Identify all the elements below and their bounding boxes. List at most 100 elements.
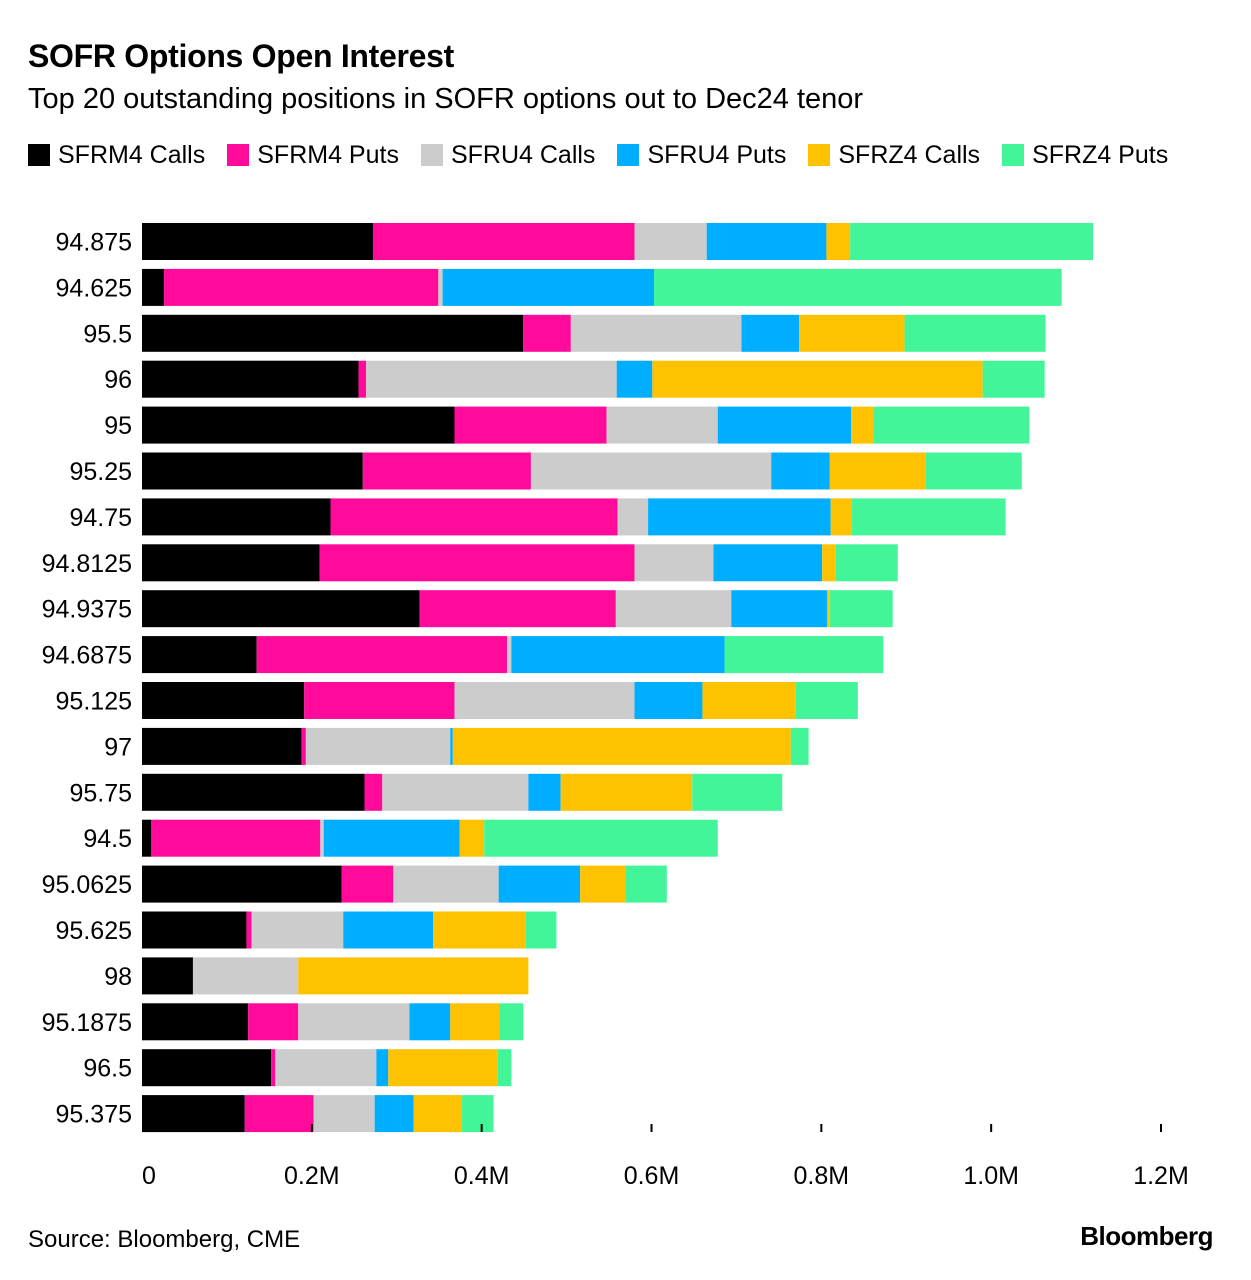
bar-row-94-5 [142, 819, 718, 857]
bar-segment-sfrz4-puts [851, 498, 1006, 536]
bar-segment-sfrz4-puts [654, 268, 1062, 306]
legend-item-sfrm4-calls: SFRM4 Calls [28, 140, 206, 169]
bar-row-94-625 [142, 268, 1062, 306]
bar-segment-sfrm4-puts [246, 911, 252, 949]
bar-segment-sfrm4-puts [364, 773, 383, 811]
y-tick-label: 94.875 [56, 229, 132, 257]
bar-segment-sfru4-calls [313, 1095, 375, 1133]
bar-segment-sfru4-calls [438, 268, 443, 306]
bar-segment-sfrm4-calls [142, 957, 193, 995]
bar-segment-sfrz4-calls [298, 957, 529, 995]
bar-segment-sfru4-calls [454, 682, 635, 719]
bar-segment-sfru4-puts [450, 727, 453, 765]
bar-segment-sfrm4-puts [256, 636, 508, 674]
bar-segment-sfrm4-calls [142, 865, 342, 903]
y-tick-label: 95.125 [56, 688, 132, 716]
bloomberg-logo: Bloomberg [1080, 1221, 1213, 1251]
bar-segment-sfru4-calls [634, 223, 707, 260]
bar-segment-sfru4-puts [323, 819, 460, 857]
bar-segment-sfru4-calls [393, 865, 499, 903]
bar-segment-sfrm4-calls [142, 911, 247, 949]
bar-segment-sfrz4-puts [692, 773, 783, 811]
bar-segment-sfrz4-puts [497, 1049, 512, 1087]
bar-row-97 [142, 727, 809, 765]
bar-segment-sfrz4-puts [499, 1003, 524, 1041]
x-tick-label: 0.4M [454, 1162, 510, 1190]
bar-segment-sfrz4-calls [851, 406, 874, 444]
y-tick-label: 95.625 [56, 917, 132, 945]
y-tick-label: 94.6875 [42, 642, 132, 670]
bar-segment-sfru4-calls [615, 590, 732, 628]
y-tick-label: 97 [104, 733, 132, 761]
bar-row-95-125 [142, 682, 858, 719]
bar-row-94-75 [142, 498, 1006, 536]
bar-segment-sfrm4-puts [164, 268, 439, 306]
bar-segment-sfrm4-puts [419, 590, 616, 628]
bar-segment-sfrm4-calls [142, 406, 455, 444]
chart-title: SOFR Options Open Interest [28, 38, 455, 74]
bar-segment-sfrm4-puts [248, 1003, 299, 1041]
bar-segment-sfru4-puts [616, 360, 653, 398]
bar-segment-sfrz4-calls [799, 314, 905, 352]
y-tick-label: 94.8125 [42, 550, 132, 578]
bar-segment-sfru4-calls [298, 1003, 410, 1041]
bar-segment-sfrm4-calls [142, 314, 524, 352]
bar-row-96 [142, 360, 1045, 398]
bar-segment-sfrz4-calls [580, 865, 626, 903]
legend-label: SFRU4 Calls [450, 140, 596, 169]
bar-segment-sfru4-puts [771, 452, 830, 490]
bar-segment-sfru4-calls [606, 406, 718, 444]
legend-item-sfrz4-calls: SFRZ4 Calls [808, 141, 980, 169]
y-tick-label: 95.75 [69, 779, 132, 807]
y-tick-label: 98 [104, 963, 132, 991]
bar-segment-sfru4-puts [741, 314, 800, 352]
x-tick-label: 0.8M [794, 1162, 850, 1190]
bar-row-95-0625 [142, 865, 667, 903]
bar-segment-sfru4-puts [717, 406, 852, 444]
bar-segment-sfrz4-calls [822, 544, 836, 582]
bar-segment-sfru4-puts [498, 865, 581, 903]
bar-segment-sfru4-calls [617, 498, 649, 536]
bar-segment-sfrz4-puts [484, 819, 718, 857]
y-tick-label: 96 [104, 366, 132, 394]
bar-row-94-6875 [142, 636, 884, 674]
bar-segment-sfru4-puts [706, 223, 827, 260]
y-tick-label: 94.75 [69, 504, 132, 532]
bar-segment-sfrz4-calls [702, 682, 796, 719]
bar-row-96-5 [142, 1049, 512, 1087]
bar-segment-sfru4-calls [570, 314, 742, 352]
bar-segment-sfru4-calls [192, 957, 299, 995]
bar-row-95-75 [142, 773, 783, 811]
bar-segment-sfrz4-calls [829, 452, 926, 490]
bar-segment-sfrz4-puts [982, 360, 1045, 398]
x-tick-label: 1.0M [963, 1162, 1019, 1190]
bar-segment-sfrm4-calls [142, 498, 331, 536]
bar-segment-sfrm4-puts [454, 406, 607, 444]
bar-segment-sfrz4-puts [873, 406, 1030, 444]
legend-item-sfrm4-puts: SFRM4 Puts [227, 141, 399, 169]
bar-segment-sfru4-calls [382, 773, 529, 811]
bar-segment-sfru4-calls [530, 452, 772, 490]
bar-segment-sfrm4-puts [319, 544, 635, 582]
bar-segment-sfrm4-calls [142, 590, 420, 628]
bar-segment-sfrz4-calls [433, 911, 526, 949]
bar-segment-sfru4-calls [366, 360, 617, 398]
bar-segment-sfru4-puts [731, 590, 828, 628]
legend-label: SFRZ4 Puts [1032, 140, 1169, 169]
bar-segment-sfru4-puts [376, 1049, 389, 1087]
bar-segment-sfru4-calls [305, 727, 451, 765]
y-tick-label: 95.0625 [42, 871, 132, 899]
bar-segment-sfrm4-puts [151, 819, 321, 857]
bar-segment-sfrm4-puts [304, 682, 455, 719]
y-tick-label: 96.5 [83, 1055, 132, 1083]
legend-label: SFRM4 Calls [58, 140, 206, 169]
bar-segment-sfrz4-calls [413, 1095, 462, 1133]
legend-swatch [420, 144, 443, 166]
y-tick-label: 94.9375 [42, 596, 132, 624]
bar-segment-sfrm4-calls [142, 819, 152, 857]
bar-segment-sfrz4-puts [904, 314, 1046, 352]
bar-segment-sfru4-calls [320, 819, 324, 857]
legend: SFRM4 Calls SFRM4 Puts SFRU4 Calls SFRU4 Pu… [28, 140, 1208, 169]
bar-segment-sfrz4-puts [829, 590, 893, 628]
